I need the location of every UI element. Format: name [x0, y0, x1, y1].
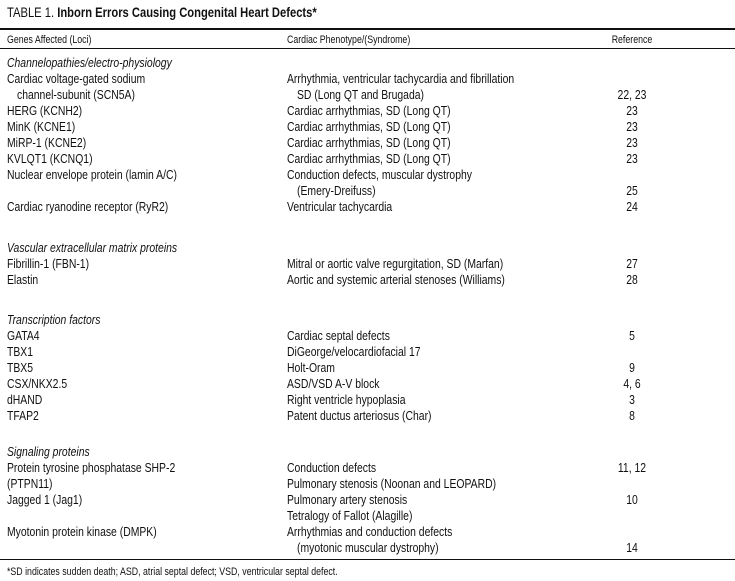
gene-cell: Cardiac voltage-gated sodium: [7, 71, 146, 86]
gene-cell: Cardiac ryanodine receptor (RyR2): [7, 199, 169, 214]
gene-cell: GATA4: [7, 328, 40, 343]
table-label: TABLE 1.: [7, 4, 55, 20]
phenotype-cell: DiGeorge/velocardiofacial 17: [287, 344, 421, 359]
top-rule: [0, 28, 735, 30]
phenotype-cell: Holt-Oram: [287, 360, 335, 375]
phenotype-cell: Cardiac arrhythmias, SD (Long QT): [287, 103, 451, 118]
phenotype-cell: Patent ductus arteriosus (Char): [287, 408, 432, 423]
gene-cell: Fibrillin-1 (FBN-1): [7, 256, 90, 271]
reference-cell: 10: [626, 492, 638, 507]
phenotype-cell: Mitral or aortic valve regurgitation, SD…: [287, 256, 504, 271]
gene-cell: Elastin: [7, 272, 39, 287]
header-rule: [0, 48, 735, 49]
reference-cell: 25: [626, 183, 638, 198]
reference-cell: 22, 23: [617, 87, 647, 102]
phenotype-cell: (myotonic muscular dystrophy): [297, 540, 439, 555]
gene-cell: HERG (KCNH2): [7, 103, 83, 118]
gene-cell: TBX1: [7, 344, 34, 359]
section-heading: Transcription factors: [7, 312, 101, 327]
reference-cell: 24: [626, 199, 638, 214]
column-header-genes: Genes Affected (Loci): [7, 34, 92, 46]
phenotype-cell: (Emery-Dreifuss): [297, 183, 376, 198]
reference-cell: 5: [629, 328, 635, 343]
phenotype-cell: Tetralogy of Fallot (Alagille): [287, 508, 413, 523]
gene-cell: channel-subunit (SCN5A): [17, 87, 135, 102]
reference-cell: 4, 6: [623, 376, 641, 391]
reference-cell: 11, 12: [617, 460, 647, 475]
reference-cell: 14: [626, 540, 638, 555]
gene-cell: (PTPN11): [7, 476, 53, 491]
reference-cell: 28: [626, 272, 638, 287]
phenotype-cell: SD (Long QT and Brugada): [297, 87, 424, 102]
phenotype-cell: Right ventricle hypoplasia: [287, 392, 406, 407]
reference-cell: 23: [626, 135, 638, 150]
gene-cell: Myotonin protein kinase (DMPK): [7, 524, 157, 539]
reference-cell: 3: [629, 392, 635, 407]
gene-cell: Jagged 1 (Jag1): [7, 492, 83, 507]
column-header-phenotype: Cardiac Phenotype/(Syndrome): [287, 34, 411, 46]
gene-cell: KVLQT1 (KCNQ1): [7, 151, 93, 166]
phenotype-cell: Aortic and systemic arterial stenoses (W…: [287, 272, 505, 287]
gene-cell: TFAP2: [7, 408, 39, 423]
phenotype-cell: Pulmonary artery stenosis: [287, 492, 408, 507]
bottom-rule: [0, 559, 735, 560]
section-heading: Signaling proteins: [7, 444, 90, 459]
reference-cell: 23: [626, 151, 638, 166]
phenotype-cell: Conduction defects, muscular dystrophy: [287, 167, 472, 182]
section-heading: Channelopathies/electro-physiology: [7, 55, 172, 70]
table-caption: Inborn Errors Causing Congenital Heart D…: [57, 4, 317, 20]
reference-cell: 27: [626, 256, 638, 271]
gene-cell: MinK (KCNE1): [7, 119, 76, 134]
phenotype-cell: Cardiac arrhythmias, SD (Long QT): [287, 119, 451, 134]
phenotype-cell: Cardiac arrhythmias, SD (Long QT): [287, 135, 451, 150]
phenotype-cell: Arrhythmias and conduction defects: [287, 524, 453, 539]
section-heading: Vascular extracellular matrix proteins: [7, 240, 178, 255]
phenotype-cell: Ventricular tachycardia: [287, 199, 393, 214]
table-title: TABLE 1. Inborn Errors Causing Congenita…: [7, 4, 317, 20]
phenotype-cell: Cardiac arrhythmias, SD (Long QT): [287, 151, 451, 166]
gene-cell: Nuclear envelope protein (lamin A/C): [7, 167, 177, 182]
phenotype-cell: Conduction defects: [287, 460, 377, 475]
gene-cell: dHAND: [7, 392, 43, 407]
gene-cell: CSX/NKX2.5: [7, 376, 68, 391]
phenotype-cell: Arrhythmia, ventricular tachycardia and …: [287, 71, 515, 86]
gene-cell: MiRP-1 (KCNE2): [7, 135, 87, 150]
footnote: *SD indicates sudden death; ASD, atrial …: [7, 566, 338, 578]
phenotype-cell: Pulmonary stenosis (Noonan and LEOPARD): [287, 476, 497, 491]
reference-cell: 9: [629, 360, 635, 375]
reference-cell: 23: [626, 119, 638, 134]
reference-cell: 23: [626, 103, 638, 118]
reference-cell: 8: [629, 408, 635, 423]
gene-cell: TBX5: [7, 360, 34, 375]
phenotype-cell: ASD/VSD A-V block: [287, 376, 380, 391]
column-header-reference: Reference: [611, 34, 653, 46]
gene-cell: Protein tyrosine phosphatase SHP-2: [7, 460, 176, 475]
phenotype-cell: Cardiac septal defects: [287, 328, 390, 343]
